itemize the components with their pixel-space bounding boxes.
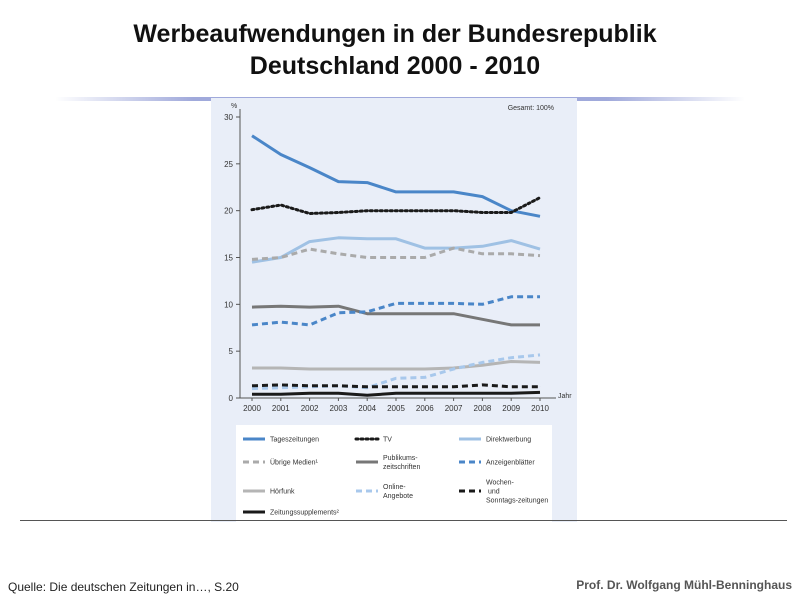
y-tick-label: 20	[224, 207, 233, 216]
x-tick-label: 2007	[445, 404, 463, 413]
series-line-1	[250, 196, 542, 215]
series-line-7	[251, 353, 541, 391]
legend-label: Tageszeitungen	[270, 437, 319, 444]
legend-label: Übrige Medien¹	[270, 459, 319, 467]
y-tick-label: 30	[224, 113, 233, 122]
series-line-9	[252, 390, 541, 397]
x-tick-label: 2000	[243, 404, 261, 413]
source-note: Quelle: Die deutschen Zeitungen in…, S.2…	[8, 580, 239, 594]
x-tick-label: 2001	[272, 404, 290, 413]
series-line-8	[251, 383, 540, 389]
x-tick-label: 2005	[387, 404, 405, 413]
slide-title-line-1: Werbeaufwendungen in der Bundesrepublik	[133, 20, 657, 48]
y-tick-label: 15	[224, 254, 233, 263]
series-line-6	[252, 360, 541, 371]
x-tick-label: 2009	[502, 404, 520, 413]
y-tick-label: 10	[224, 300, 233, 309]
series-line-5	[251, 295, 540, 327]
legend-label: Online-Angebote	[383, 484, 413, 500]
author-name: Prof. Dr. Wolfgang Mühl-Benninghaus	[576, 578, 792, 592]
slide-title: Werbeaufwendungen in der Bundesrepublik …	[0, 18, 790, 82]
chart-axes: 0 5 10 15 20 25 30 2000 2001 2002 2003 2004 2005 2006…	[224, 103, 572, 413]
chart-series	[250, 134, 542, 397]
x-tick-label: 2003	[330, 404, 348, 413]
x-tick-label: 2002	[301, 404, 319, 413]
legend-box	[236, 425, 552, 522]
slide-title-line-2: Deutschland 2000 - 2010	[249, 52, 541, 80]
legend-label: Publikums-zeitschriften	[383, 455, 420, 471]
x-axis-label: Jahr	[558, 393, 572, 400]
series-line-0	[251, 134, 541, 218]
y-tick-label: 5	[229, 347, 234, 356]
footer-divider	[20, 520, 787, 521]
legend-label: Wochen- und Sonntags-zeitungen	[486, 480, 548, 505]
legend-label: Hörfunk	[270, 489, 295, 496]
x-tick-label: 2006	[416, 404, 434, 413]
x-tick-label: 2004	[358, 404, 376, 413]
legend-label: Anzeigenblätter	[486, 460, 535, 467]
x-tick-label: 2008	[474, 404, 492, 413]
y-tick-label: 25	[224, 160, 233, 169]
legend-label: Direktwerbung	[486, 437, 531, 444]
chart-annotation: Gesamt: 100%	[508, 105, 554, 112]
legend-label: TV	[383, 437, 392, 444]
y-tick-label: 0	[229, 394, 234, 403]
chart-legend: Tageszeitungen TV Direktwerbung Übrige Medi…	[243, 437, 548, 517]
y-axis-label: %	[231, 103, 237, 110]
legend-label: Zeitungssupplements²	[270, 510, 340, 517]
x-tick-label: 2010	[531, 404, 549, 413]
